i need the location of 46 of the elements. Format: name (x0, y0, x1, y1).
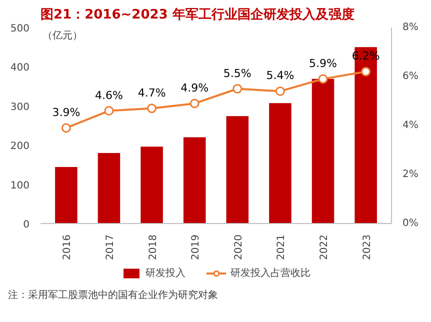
data-label: 4.7% (138, 86, 166, 100)
point (275, 86, 285, 96)
legend-label: 研发投入 (146, 266, 186, 280)
bar (140, 146, 163, 224)
x-tick-label: 2018 (148, 234, 159, 260)
x-tick-label: 2021 (276, 234, 288, 260)
bar (226, 116, 249, 224)
text: 注：采用军工股票池中的国有企业作为研究对象 (8, 289, 218, 303)
y-tick-label: 100 (10, 180, 30, 192)
point (190, 98, 200, 108)
x-tick-label: 2022 (319, 234, 330, 260)
y2-tick-label: 8% (402, 22, 418, 33)
bar (183, 137, 206, 224)
x-tick-label: 2019 (190, 234, 202, 260)
data-label: 5.9% (309, 56, 337, 70)
y2-tick-label: 2% (402, 169, 418, 180)
point (361, 66, 371, 76)
y-tick-label: 200 (10, 141, 30, 152)
y2-tick-label: 4% (402, 120, 418, 131)
x-tick-label: 2020 (233, 234, 244, 260)
y-tick-label: 0 (23, 220, 30, 230)
y2-tick-label: 0% (402, 218, 418, 229)
legend-label: 研发投入占营收比 (230, 266, 310, 280)
point (61, 123, 71, 133)
point (318, 74, 328, 84)
point (104, 106, 114, 116)
data-label: 5.5% (223, 66, 252, 80)
x-tick-label: 2016 (62, 234, 74, 260)
point (232, 84, 242, 94)
chart-title: 图21：2016~2023 年军工行业国企研发投入及强度 (40, 6, 354, 22)
data-label: 4.9% (180, 81, 209, 94)
data-label: 4.6% (95, 88, 123, 102)
y-tick-label: 500 (10, 24, 30, 34)
bar (269, 103, 292, 224)
x-tick-label: 2023 (362, 234, 373, 260)
bar (98, 152, 120, 224)
y-tick-label: 400 (10, 62, 30, 74)
data-label: 3.9% (52, 106, 80, 119)
data-label: 5.4% (266, 69, 294, 82)
x-tick-label: 2017 (104, 234, 116, 260)
point (147, 104, 157, 114)
y2-tick-label: 6% (402, 71, 418, 82)
bar (55, 167, 78, 224)
y-tick-label: 300 (10, 102, 30, 113)
y-axis-title: （亿元） (42, 30, 83, 42)
bar (312, 78, 334, 224)
